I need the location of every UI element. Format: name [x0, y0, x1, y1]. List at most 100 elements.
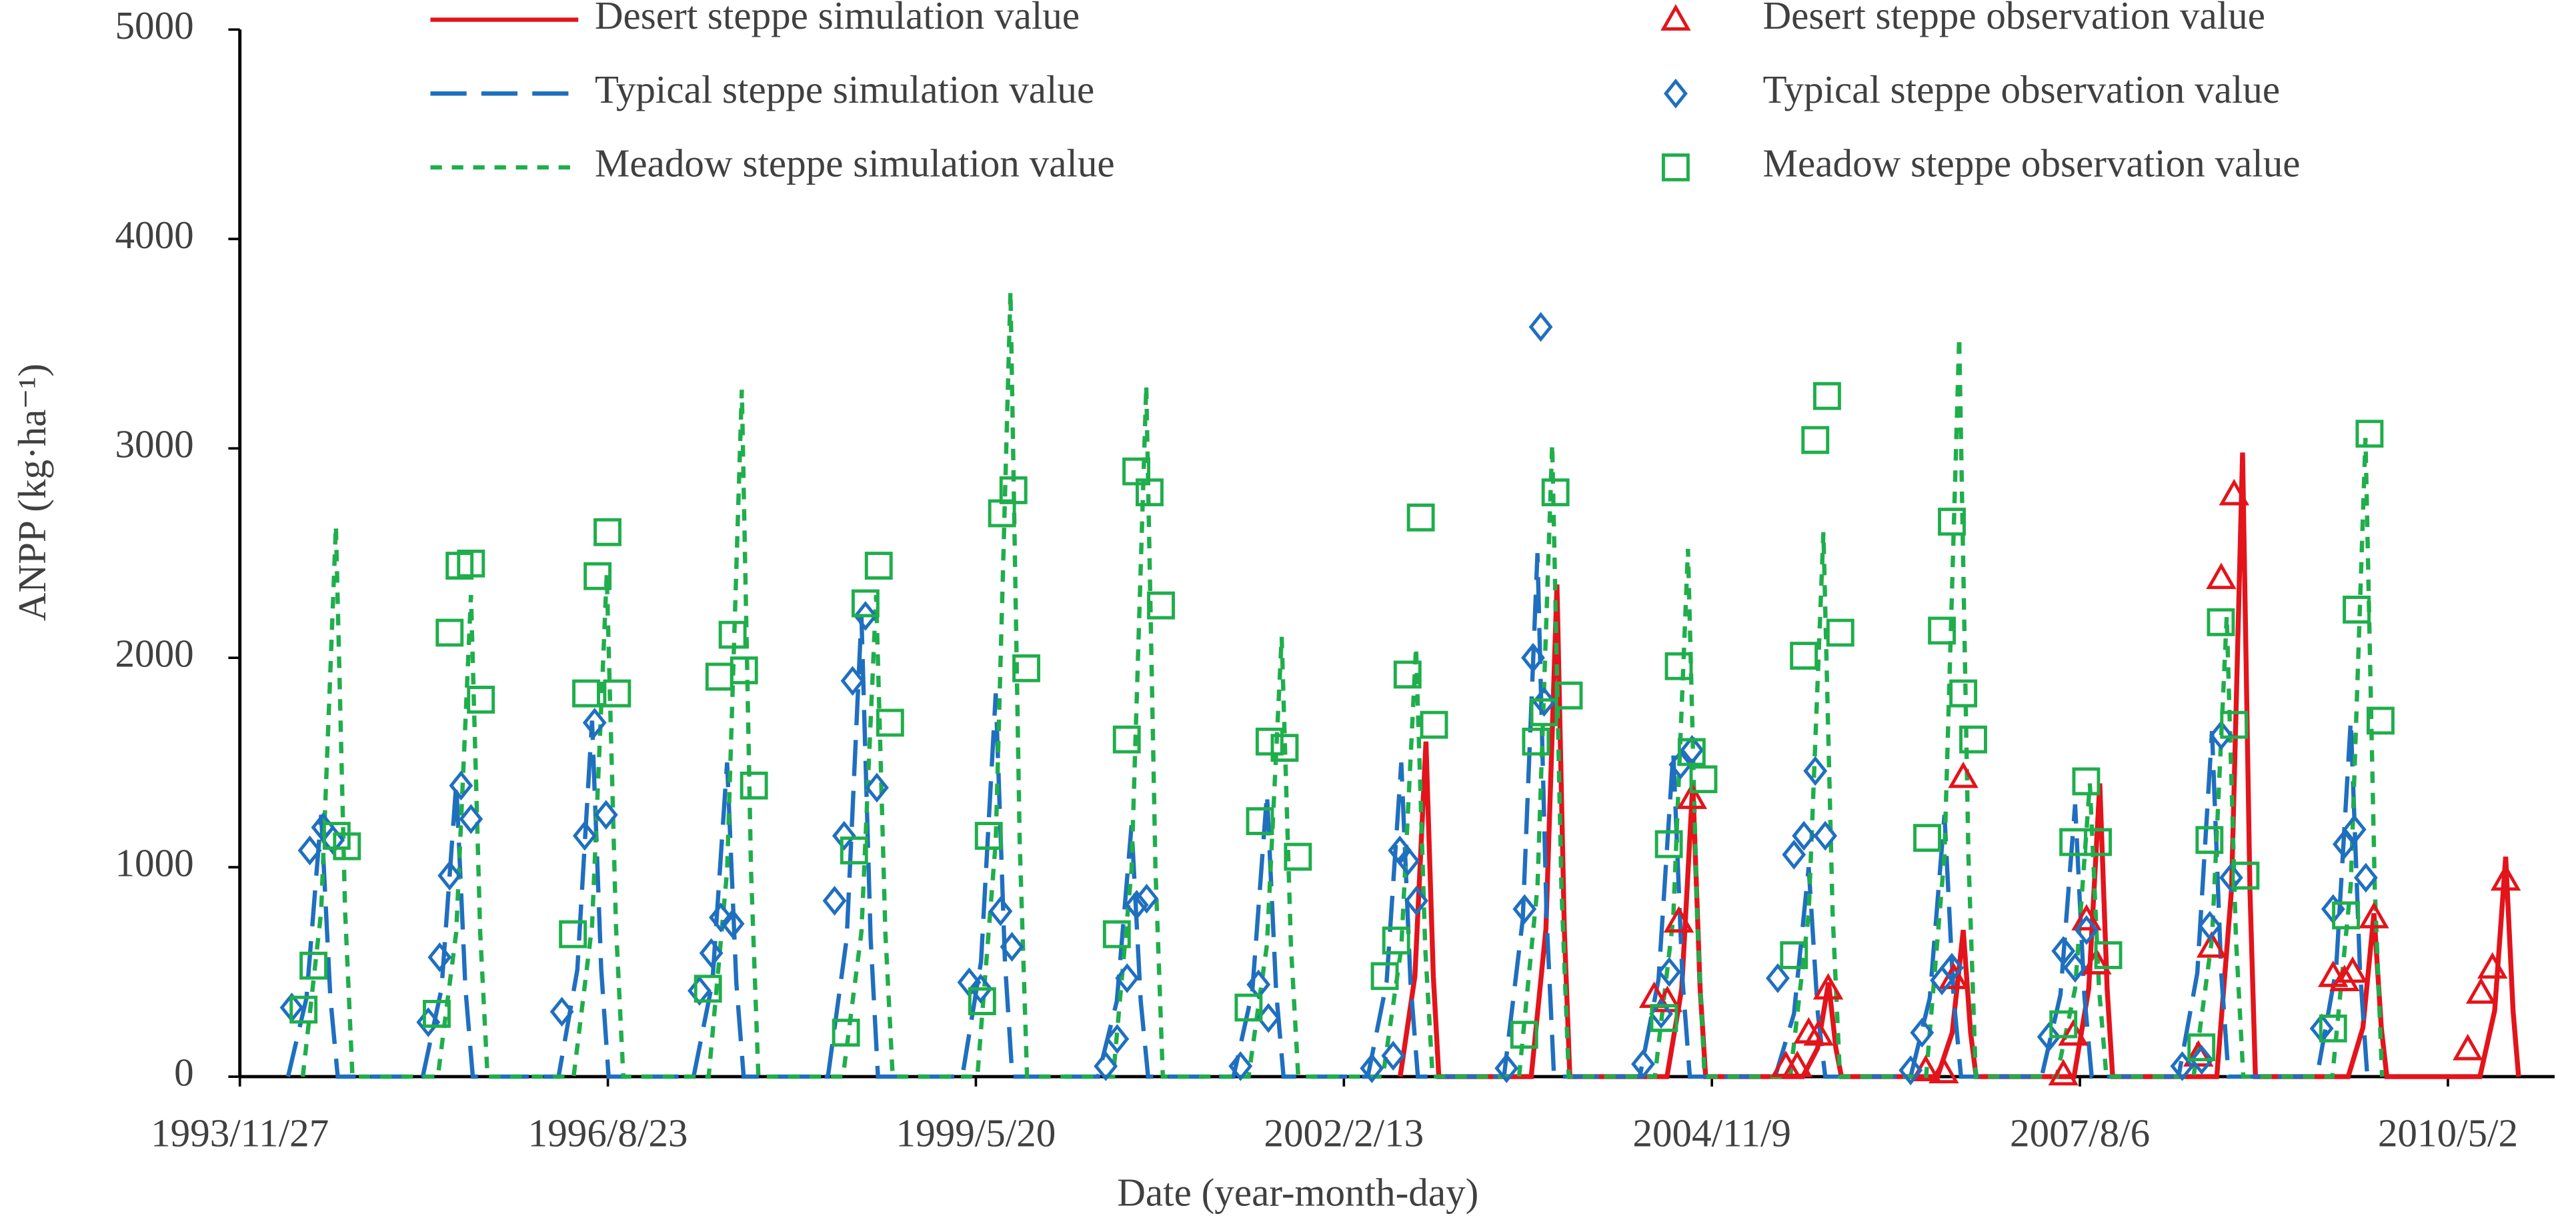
observation-marker: [2319, 1014, 2347, 1043]
observation-marker: [1910, 1017, 1935, 1048]
observation-marker: [2196, 931, 2227, 958]
observation-marker: [2187, 1033, 2216, 1062]
observation-marker: [2490, 864, 2521, 891]
observation-marker: [2071, 904, 2102, 931]
observation-marker: [1766, 963, 1790, 993]
legend-marker: [1661, 153, 1690, 181]
x-tick-label: 2007/8/6: [2010, 1111, 2150, 1155]
observation-marker: [1826, 618, 1854, 647]
series-line: [285, 553, 2370, 1079]
observation-marker: [2094, 941, 2123, 969]
observation-marker: [705, 662, 734, 691]
observation-marker: [1790, 642, 1818, 670]
observation-marker: [1532, 686, 1556, 717]
observation-marker: [2189, 1045, 2214, 1075]
observation-marker: [1649, 999, 1673, 1029]
observation-marker: [1420, 710, 1448, 739]
observation-marker: [2465, 977, 2497, 1004]
observation-marker: [1522, 727, 1550, 756]
y-axis-label: ANPP (kg·ha⁻¹): [10, 364, 54, 621]
observation-marker: [2197, 910, 2222, 941]
observation-marker: [2343, 596, 2371, 624]
legend-label: Desert steppe simulation value: [595, 0, 1080, 37]
observation-marker: [427, 942, 452, 973]
observation-marker: [2337, 956, 2368, 983]
legend-label: Typical steppe observation value: [1762, 67, 2280, 111]
observation-marker: [999, 476, 1028, 504]
observation-marker: [853, 600, 878, 631]
observation-marker: [974, 822, 1003, 850]
observation-marker: [968, 987, 996, 1015]
observation-marker: [1494, 1053, 1519, 1083]
x-tick-label: 2004/11/9: [1632, 1111, 1791, 1155]
observation-marker: [1780, 941, 1808, 969]
observation-marker: [694, 975, 722, 1003]
observation-marker: [720, 908, 745, 939]
observation-marker: [1228, 1051, 1253, 1081]
observation-marker: [1393, 660, 1422, 689]
observation-marker: [1370, 962, 1399, 991]
observation-marker: [1668, 749, 1693, 780]
observation-marker: [840, 666, 865, 696]
observation-marker: [2075, 914, 2099, 945]
observation-marker: [321, 824, 345, 855]
observation-marker: [593, 800, 618, 830]
observation-marker: [1381, 1041, 1406, 1071]
observation-marker: [865, 772, 889, 803]
y-tick-label: 5000: [115, 3, 193, 47]
observation-marker: [445, 552, 474, 580]
observation-marker: [1898, 1055, 1923, 1086]
observation-marker: [1782, 839, 1806, 870]
observation-marker: [1382, 927, 1410, 955]
observation-marker: [2051, 936, 2076, 967]
observation-marker: [2209, 720, 2233, 750]
observation-marker: [297, 835, 322, 866]
observation-marker: [1510, 1021, 1538, 1049]
observation-marker: [1928, 616, 1957, 645]
observation-marker: [968, 973, 993, 1004]
observation-marker: [593, 518, 621, 546]
observation-marker: [1928, 1057, 1959, 1084]
observation-marker: [603, 679, 631, 708]
observation-marker: [1541, 478, 1570, 507]
observation-marker: [2329, 965, 2360, 991]
observation-marker: [832, 820, 856, 851]
observation-marker: [2207, 608, 2235, 636]
observation-marker: [1135, 478, 1164, 507]
legend-label: Meadow steppe simulation value: [595, 141, 1115, 185]
series-line: [300, 291, 2385, 1079]
x-axis-label: Date (year-month-day): [1117, 1170, 1478, 1214]
observation-marker: [1801, 426, 1830, 454]
observation-marker: [2081, 948, 2112, 975]
legend-marker: [1660, 4, 1691, 31]
y-tick-label: 3000: [115, 422, 193, 466]
observation-marker: [572, 820, 597, 851]
observation-marker: [1528, 312, 1553, 342]
observation-marker: [988, 896, 1013, 927]
observation-marker: [1404, 885, 1428, 916]
observation-marker: [1664, 652, 1693, 680]
observation-marker: [876, 708, 904, 737]
observation-marker: [1949, 679, 1978, 708]
observation-marker: [1782, 1050, 1812, 1077]
observation-marker: [1680, 734, 1704, 765]
observation-marker: [1284, 842, 1312, 871]
observation-marker: [435, 618, 464, 647]
legend-label: Meadow steppe observation value: [1762, 141, 2300, 185]
legend-label: Desert steppe observation value: [1762, 0, 2265, 37]
observation-marker: [851, 589, 880, 618]
observation-marker: [2084, 828, 2113, 856]
observation-marker: [1812, 382, 1841, 410]
observation-marker: [1124, 890, 1149, 921]
observation-marker: [699, 938, 724, 969]
observation-marker: [2206, 562, 2237, 590]
x-tick-label: 2002/2/13: [1264, 1111, 1424, 1155]
observation-marker: [2231, 861, 2260, 890]
observation-marker: [1512, 894, 1537, 925]
observation-marker: [2367, 706, 2395, 735]
observation-marker: [988, 499, 1016, 528]
observation-marker: [583, 562, 612, 590]
y-tick-label: 0: [174, 1051, 194, 1095]
observation-marker: [289, 995, 318, 1024]
